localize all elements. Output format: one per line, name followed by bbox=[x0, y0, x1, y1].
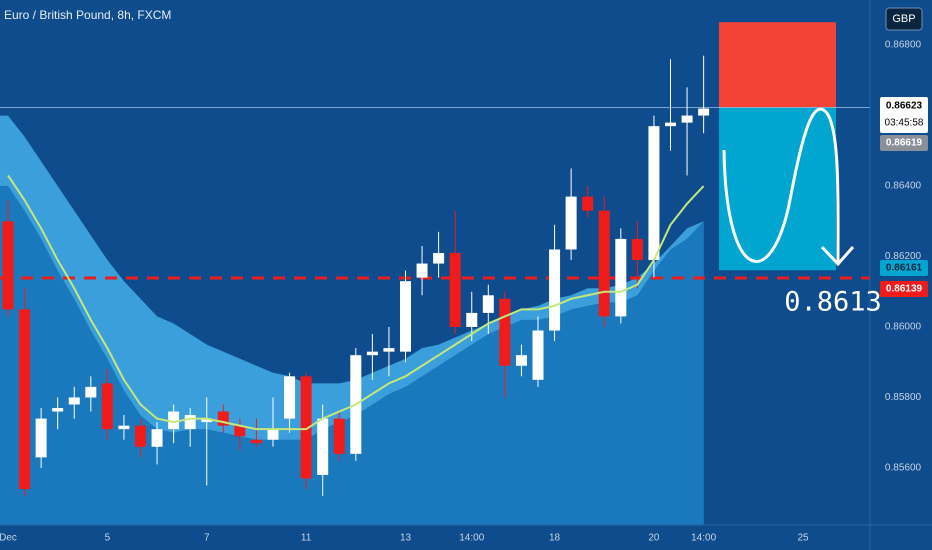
candle-body bbox=[631, 238, 643, 261]
currency-button[interactable] bbox=[885, 7, 923, 31]
candle-body bbox=[2, 221, 14, 310]
candle-body bbox=[400, 281, 411, 352]
candle-body bbox=[582, 196, 594, 211]
countdown-label: 03:45:58 bbox=[885, 118, 924, 129]
candle-body bbox=[681, 115, 693, 123]
x-tick-label: Dec bbox=[0, 533, 17, 544]
drawn-curve bbox=[722, 107, 840, 263]
candle-body bbox=[135, 425, 146, 447]
candle-body bbox=[300, 376, 312, 479]
candle-body bbox=[416, 263, 428, 278]
candle-body bbox=[615, 238, 627, 317]
candle-body bbox=[267, 429, 279, 440]
candle-body bbox=[201, 418, 213, 423]
candle-body bbox=[366, 351, 378, 356]
y-tick-label: 0.86200 bbox=[885, 251, 922, 262]
candle-body bbox=[35, 418, 47, 458]
candle-body bbox=[101, 383, 113, 430]
candle-body bbox=[217, 411, 229, 426]
x-tick-label: 7 bbox=[204, 533, 210, 544]
bid-label: 0.86619 bbox=[886, 138, 923, 149]
candle-body bbox=[598, 210, 610, 317]
y-tick-label: 0.86800 bbox=[885, 40, 922, 51]
plot-area bbox=[0, 22, 870, 526]
stop-zone bbox=[719, 22, 836, 108]
candle-body bbox=[168, 411, 180, 430]
chart-title: Euro / British Pound, 8h, FXCM bbox=[4, 8, 171, 22]
bid-label-box bbox=[880, 135, 928, 151]
y-tick-label: 0.86000 bbox=[885, 322, 922, 333]
candle-body bbox=[333, 418, 345, 454]
candle-body bbox=[449, 252, 461, 327]
candle-body bbox=[665, 122, 676, 127]
candle-body bbox=[317, 418, 329, 475]
target-annotation: 0.8613 bbox=[784, 287, 882, 318]
band-lower-area bbox=[0, 186, 704, 525]
y-tick-label: 0.86400 bbox=[885, 181, 922, 192]
x-tick-label: 13 bbox=[400, 533, 412, 544]
candle-body bbox=[284, 376, 296, 419]
x-tick-label: 14:00 bbox=[459, 533, 484, 544]
candle-body bbox=[52, 408, 64, 412]
moving-average bbox=[7, 174, 705, 431]
candle-body bbox=[565, 196, 577, 250]
candle-body bbox=[698, 108, 710, 116]
target-label: 0.86161 bbox=[886, 263, 923, 274]
candle-body bbox=[549, 249, 561, 331]
x-tick-label: 20 bbox=[648, 533, 660, 544]
candle-body bbox=[433, 252, 445, 264]
candle-body bbox=[184, 415, 196, 430]
target-zone bbox=[719, 107, 836, 271]
candle-body bbox=[85, 386, 97, 398]
candle-body bbox=[383, 348, 395, 352]
candle-body bbox=[515, 355, 527, 366]
target-label-box bbox=[880, 260, 928, 276]
drawn-arrowhead bbox=[820, 245, 855, 267]
candle-body bbox=[466, 312, 478, 327]
candle-body bbox=[648, 126, 660, 261]
candle-body bbox=[532, 330, 544, 380]
candle-body bbox=[19, 309, 31, 490]
y-tick-label: 0.85800 bbox=[885, 392, 922, 403]
y-tick-label: 0.85600 bbox=[885, 463, 922, 474]
x-tick-label: 25 bbox=[797, 533, 809, 544]
candle-body bbox=[151, 429, 163, 447]
candle-body bbox=[482, 295, 494, 313]
last-price-label: 0.86623 bbox=[886, 101, 923, 112]
last-price-box bbox=[880, 97, 928, 133]
currency-label[interactable]: GBP bbox=[892, 13, 915, 25]
candle-body bbox=[234, 425, 246, 437]
candle-body bbox=[499, 298, 511, 366]
candle-body bbox=[118, 425, 130, 430]
candle-body bbox=[250, 439, 262, 444]
x-tick-label: 18 bbox=[549, 533, 561, 544]
x-tick-label: 11 bbox=[301, 533, 312, 544]
alert-label-box bbox=[880, 281, 928, 297]
x-tick-label: 5 bbox=[105, 533, 111, 544]
alert-label: 0.86139 bbox=[886, 284, 923, 295]
candle-body bbox=[68, 397, 80, 405]
x-tick-label: 14:00 bbox=[691, 533, 716, 544]
